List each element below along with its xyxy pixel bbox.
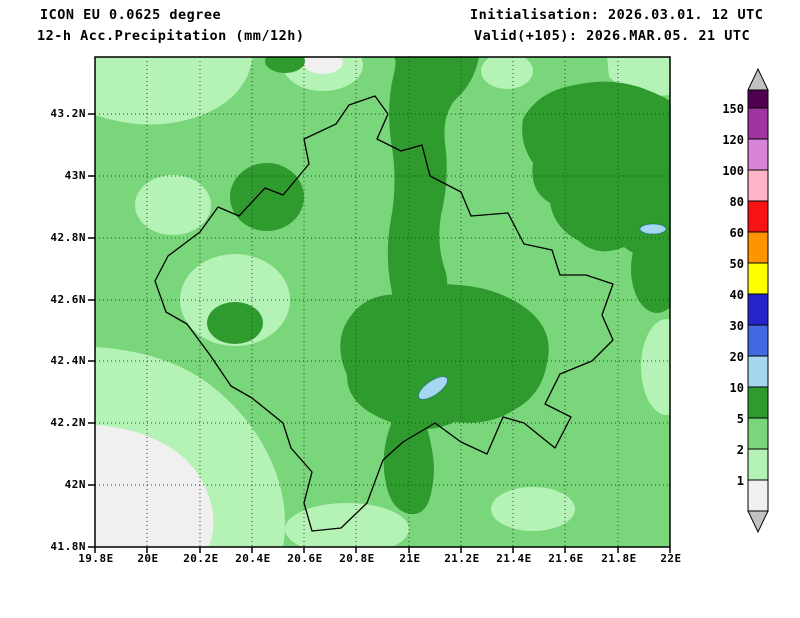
gridlines-vertical [146,57,619,547]
legend-colorbar: 150 120 100 80 60 50 40 30 20 10 5 2 1 [722,67,769,534]
lon-label-21-2e: 21.2E [444,552,480,565]
legend-label-10: 10 [730,381,744,395]
legend-label-20: 20 [730,350,744,364]
map-frame [94,56,671,548]
lat-label-43-2n: 43.2N [50,107,86,120]
lat-label-42-4n: 42.4N [50,354,86,367]
lon-label-19-8e: 19.8E [78,552,114,565]
lat-ticks [88,113,95,548]
lon-label-21e: 21E [399,552,421,565]
legend-label-60: 60 [730,226,744,240]
map-plot [88,56,671,553]
legend-band-60-80 [747,200,769,233]
lon-label-21-4e: 21.4E [496,552,532,565]
lat-label-42n: 42N [64,478,86,491]
lon-ticks [94,547,671,553]
lon-label-21-8e: 21.8E [601,552,637,565]
legend-band-50-60 [747,231,769,264]
lon-label-22e: 22E [660,552,682,565]
legend-label-30: 30 [730,319,744,333]
legend-band-120-150 [747,107,769,140]
lon-label-20-2e: 20.2E [183,552,219,565]
legend-label-150: 150 [722,102,744,116]
lake-central [418,376,448,400]
legend-label-1: 1 [737,474,744,488]
precip-field [95,57,670,547]
lon-label-20-6e: 20.6E [287,552,323,565]
legend-band-2-5 [747,417,769,450]
legend-band-1-2 [747,448,769,481]
lat-label-42-8n: 42.8N [50,231,86,244]
legend-label-40: 40 [730,288,744,302]
valid-time: Valid(+105): 2026.MAR.05. 21 UTC [474,28,751,44]
lon-label-21-6e: 21.6E [548,552,584,565]
legend-band-30-40 [747,293,769,326]
lat-label-42-2n: 42.2N [50,416,86,429]
lat-label-42-6n: 42.6N [50,293,86,306]
model-title: ICON EU 0.0625 degree [40,7,222,23]
lon-label-20-8e: 20.8E [339,552,375,565]
legend-label-2: 2 [737,443,744,457]
lon-label-20e: 20E [137,552,159,565]
legend-arrow-down-icon [747,510,769,534]
field-5-10mm [207,57,670,515]
legend-arrow-up-icon [747,67,769,91]
legend-band-80-100 [747,169,769,202]
legend-band-10-20 [747,355,769,388]
legend-label-120: 120 [722,133,744,147]
legend-band-5-10 [747,386,769,419]
legend-band-100-120 [747,138,769,171]
lon-label-20-4e: 20.4E [235,552,271,565]
field-lt1mm [95,57,343,547]
lake-east [639,223,667,235]
legend-label-80: 80 [730,195,744,209]
legend-label-100: 100 [722,164,744,178]
lat-label-41-8n: 41.8N [50,540,86,553]
legend-band-40-50 [747,262,769,295]
legend-band-20-30 [747,324,769,357]
legend-band-gt150 [747,89,769,109]
country-border [154,95,614,532]
field-10-20mm [418,223,667,400]
product-title: 12-h Acc.Precipitation (mm/12h) [37,28,305,44]
legend-band-lt1 [747,479,769,512]
legend-label-50: 50 [730,257,744,271]
legend-label-5: 5 [737,412,744,426]
lat-label-43n: 43N [64,169,86,182]
init-time: Initialisation: 2026.03.01. 12 UTC [470,7,764,23]
